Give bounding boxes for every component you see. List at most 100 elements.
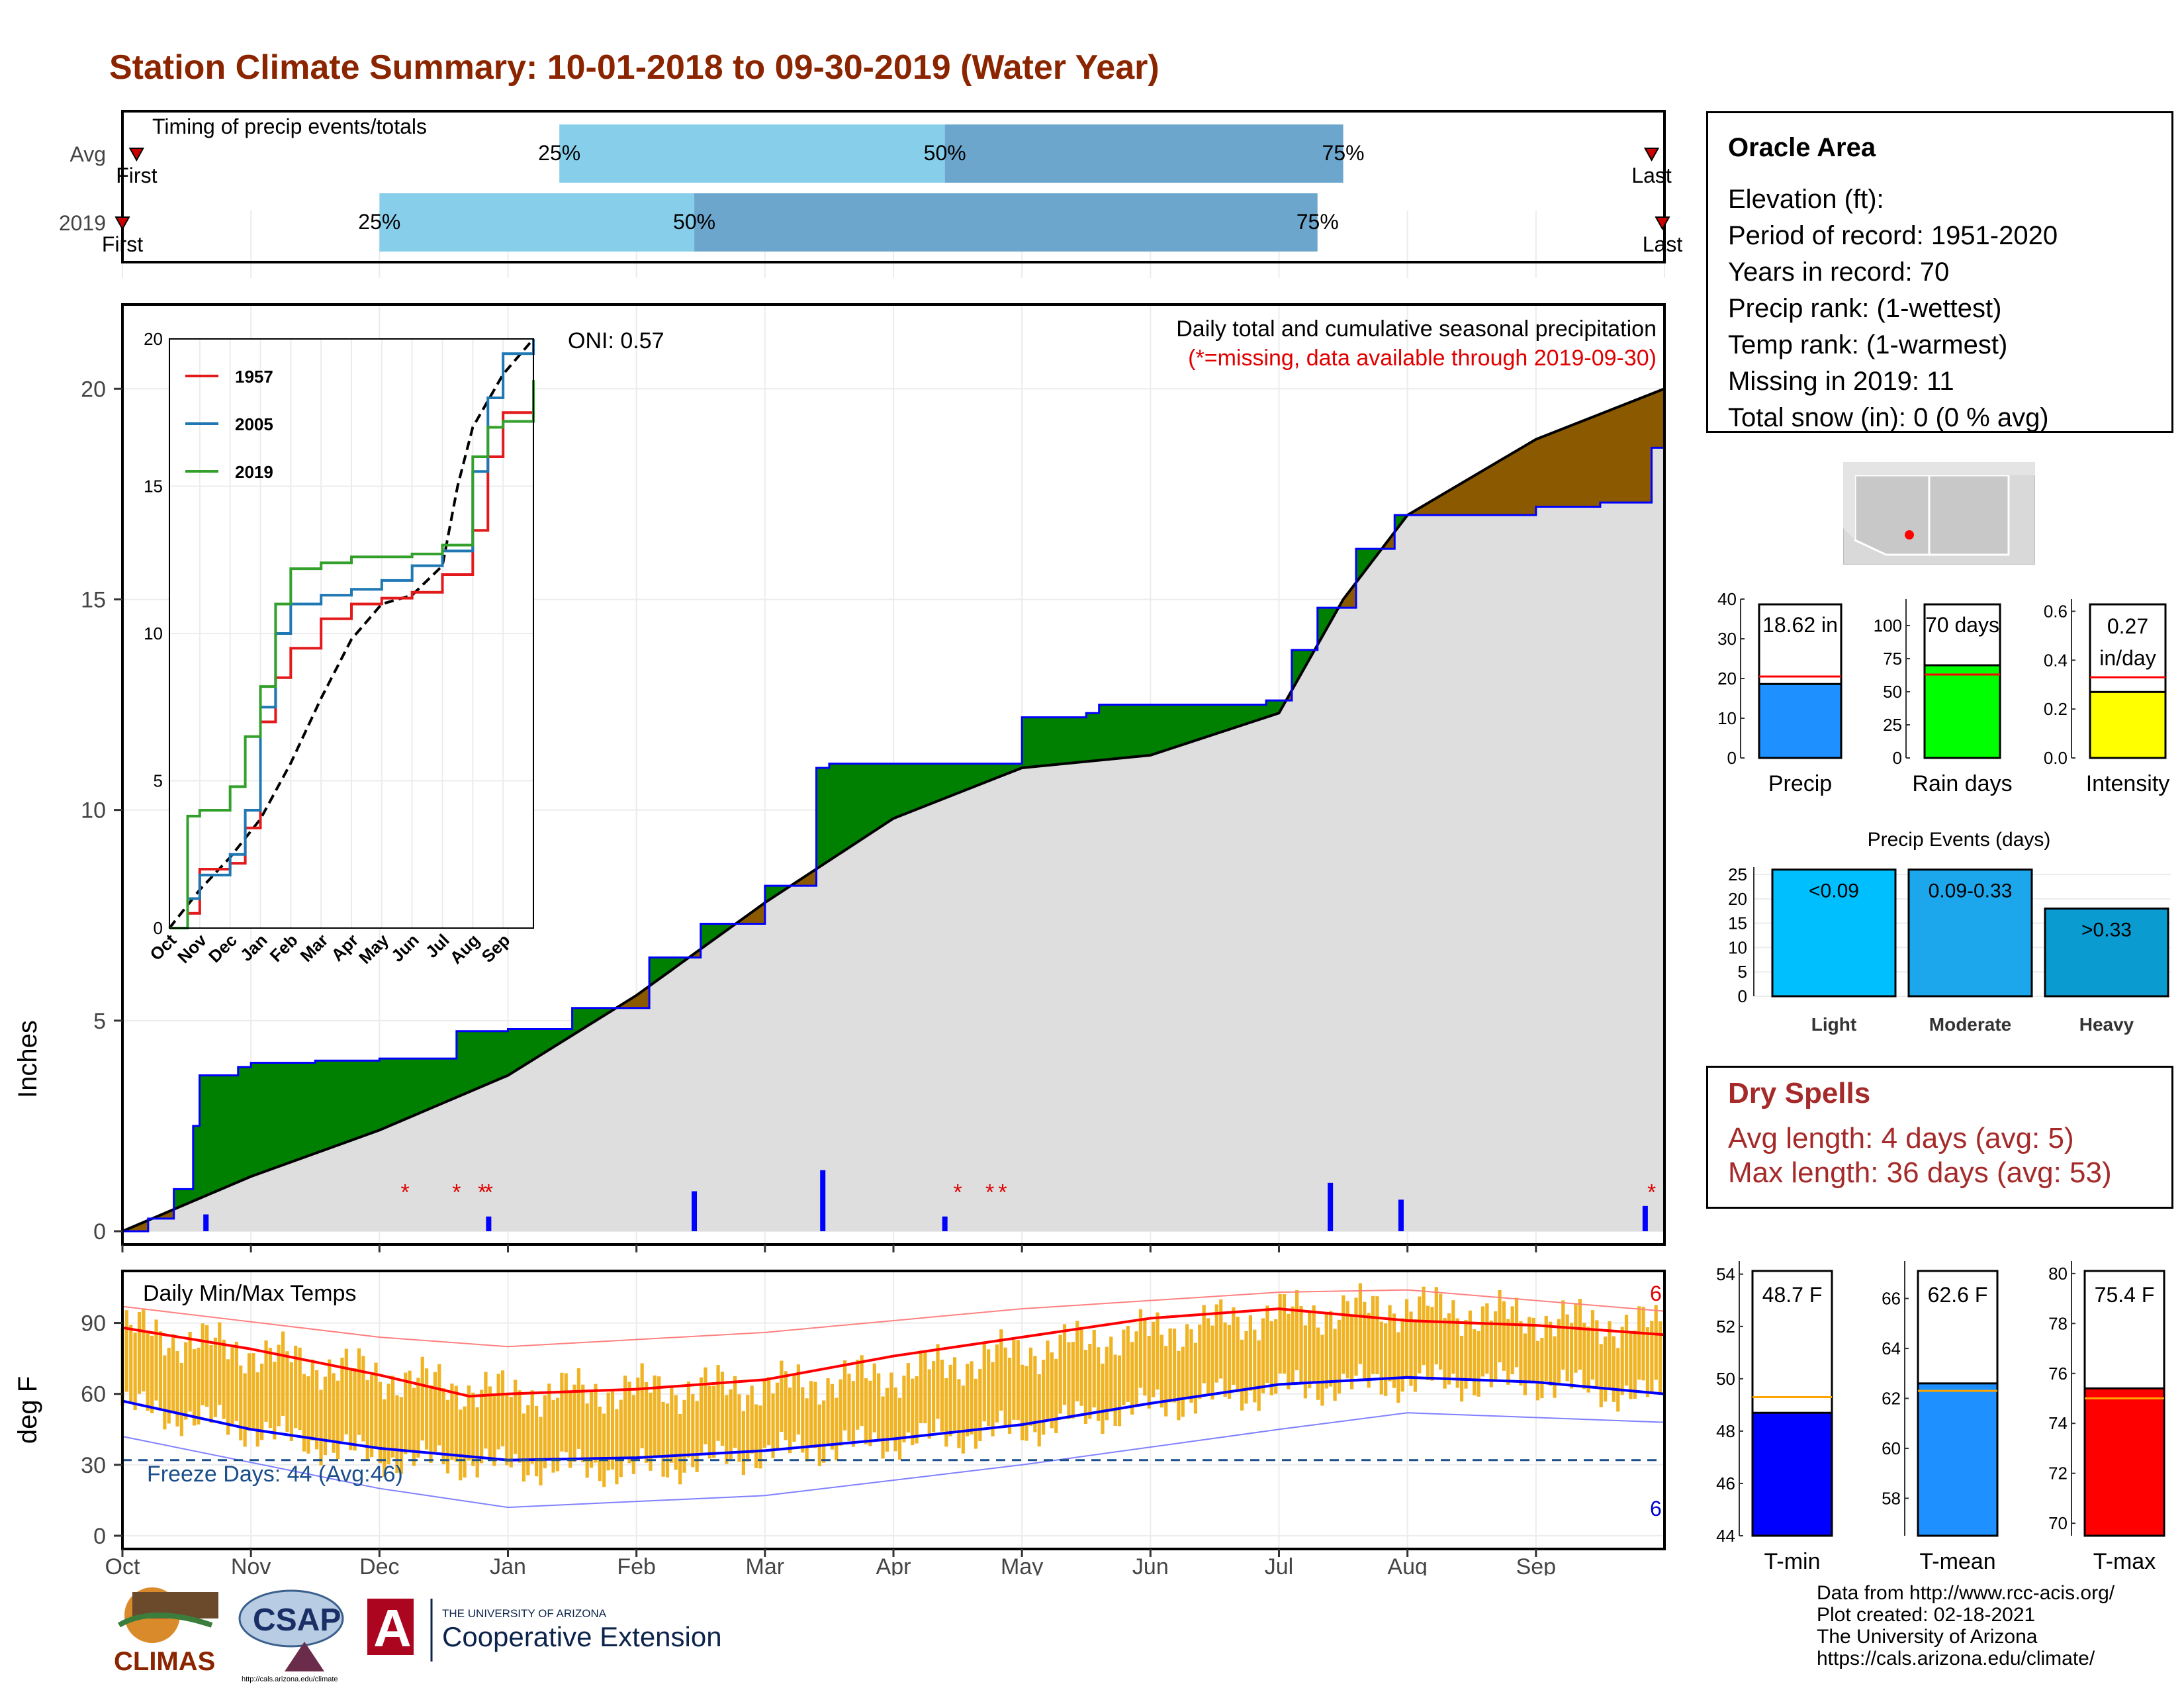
summary-value-label: 18.62 in: [1762, 613, 1838, 637]
daily-temp-bar: [640, 1363, 644, 1448]
temp-xtick: May: [1001, 1554, 1043, 1575]
daily-temp-bar: [1130, 1342, 1134, 1415]
daily-temp-bar: [1075, 1321, 1079, 1401]
daily-temp-bar: [518, 1390, 522, 1463]
daily-temp-bar: [1371, 1295, 1375, 1374]
daily-temp-bar: [1659, 1321, 1662, 1393]
timing-pct-label: 25%: [358, 210, 400, 234]
daily-temp-bar: [1223, 1322, 1227, 1397]
daily-precip-bar: [1642, 1205, 1648, 1231]
daily-temp-bar: [1350, 1315, 1354, 1389]
daily-temp-bar: [1033, 1356, 1037, 1432]
daily-temp-bar: [1434, 1287, 1438, 1365]
daily-temp-bar: [948, 1364, 952, 1436]
temp-value-label: 48.7 F: [1762, 1283, 1823, 1307]
daily-temp-bar: [463, 1406, 467, 1478]
timing-bar-upper: [694, 193, 1318, 252]
inset-xtick: Mar: [296, 930, 332, 966]
daily-temp-bar: [192, 1349, 197, 1426]
timing-row: Avg 25% 50% 75% First Last: [69, 124, 1672, 187]
daily-temp-bar: [383, 1399, 387, 1477]
daily-temp-bar: [361, 1356, 365, 1442]
daily-temp-bar: [336, 1380, 340, 1460]
page-title: Station Climate Summary: 10-01-2018 to 0…: [109, 48, 1160, 87]
daily-temp-bar: [454, 1385, 458, 1462]
daily-temp-bar: [636, 1378, 640, 1460]
daily-temp-bar: [1058, 1335, 1062, 1414]
summary-bar-label: Intensity: [2086, 771, 2170, 796]
daily-temp-bar: [137, 1312, 142, 1394]
daily-temp-bar: [1067, 1342, 1071, 1419]
timing-marker-label: Last: [1643, 232, 1683, 256]
daily-temp-bar: [543, 1395, 547, 1469]
daily-temp-bar: [1409, 1311, 1413, 1386]
daily-temp-bar: [1426, 1305, 1430, 1380]
daily-temp-bar: [716, 1365, 720, 1441]
daily-temp-bar: [1430, 1307, 1434, 1381]
daily-temp-bar: [1105, 1346, 1109, 1421]
dry-spells-max: Max length: 36 days (avg: 53): [1728, 1156, 2112, 1189]
daily-temp-bar: [1312, 1305, 1316, 1383]
dry-spells-title: Dry Spells: [1728, 1077, 1871, 1109]
daily-temp-bar: [758, 1405, 762, 1469]
temp-bar-ytick: 60: [1882, 1438, 1901, 1458]
daily-temp-bar: [323, 1376, 328, 1456]
inset-ytick: 5: [154, 771, 163, 791]
temp-bar-ytick: 64: [1882, 1338, 1901, 1358]
daily-temp-bar: [437, 1364, 441, 1446]
daily-temp-bar: [1240, 1339, 1244, 1411]
timing-marker-label: First: [116, 164, 157, 187]
summary-bar-label: Rain days: [1912, 771, 2012, 796]
daily-temp-bar: [1637, 1306, 1641, 1380]
daily-temp-bar: [644, 1382, 649, 1463]
daily-temp-bar: [881, 1396, 885, 1459]
daily-temp-bar: [294, 1345, 298, 1429]
temp-xtick: Apr: [876, 1554, 911, 1575]
temp-series-line: [122, 1376, 1665, 1462]
summary-ytick: 100: [1874, 616, 1902, 635]
daily-temp-bar: [1367, 1313, 1371, 1388]
daily-temp-bar: [163, 1355, 167, 1430]
temp-bar-ytick: 44: [1716, 1526, 1735, 1546]
temp-bar-ytick: 58: [1882, 1488, 1901, 1508]
daily-temp-bar: [222, 1339, 226, 1419]
daily-temp-bar: [315, 1370, 319, 1450]
temp-bar-ytick: 54: [1716, 1264, 1735, 1284]
summary-value-label: in/day: [2099, 646, 2156, 670]
daily-temp-bar: [897, 1397, 902, 1460]
daily-temp-bar: [987, 1349, 991, 1427]
daily-temp-bar: [1514, 1297, 1519, 1368]
location-map: [1843, 462, 2035, 565]
inset-series-line: [169, 380, 535, 929]
inset-xtick: Dec: [205, 930, 241, 966]
daily-temp-bar: [750, 1385, 754, 1454]
temp-bar-ytick: 76: [2048, 1364, 2068, 1383]
daily-temp-bar: [695, 1401, 699, 1472]
daily-temp-bar: [251, 1353, 255, 1431]
daily-temp-bar: [817, 1404, 821, 1466]
freeze-label: Freeze Days: 44 (Avg:46): [147, 1462, 403, 1487]
daily-temp-bar: [991, 1362, 995, 1436]
daily-temp-bar: [1604, 1336, 1608, 1402]
temp-ylabel: deg F: [13, 1376, 42, 1444]
daily-temp-bar: [1219, 1299, 1223, 1379]
daily-temp-bar: [919, 1350, 923, 1423]
csap-text: CSAP: [253, 1603, 341, 1638]
daily-temp-bar: [420, 1356, 424, 1441]
missing-marker: *: [985, 1180, 994, 1205]
precip-ytick: 10: [81, 798, 106, 823]
event-category: Moderate: [1929, 1014, 2011, 1035]
events-ytick: 25: [1728, 865, 1747, 884]
daily-temp-bar: [306, 1376, 310, 1454]
daily-temp-bar: [1037, 1374, 1041, 1447]
daily-temp-bar: [860, 1355, 864, 1427]
daily-temp-bar: [205, 1325, 209, 1407]
daily-temp-bar: [340, 1357, 344, 1442]
daily-temp-bar: [539, 1417, 543, 1485]
timing-marker: [114, 216, 130, 231]
daily-temp-bar: [230, 1347, 234, 1426]
summary-bar: [1758, 682, 1843, 759]
daily-temp-bar: [1379, 1321, 1383, 1395]
timing-bar-lower: [379, 193, 695, 252]
